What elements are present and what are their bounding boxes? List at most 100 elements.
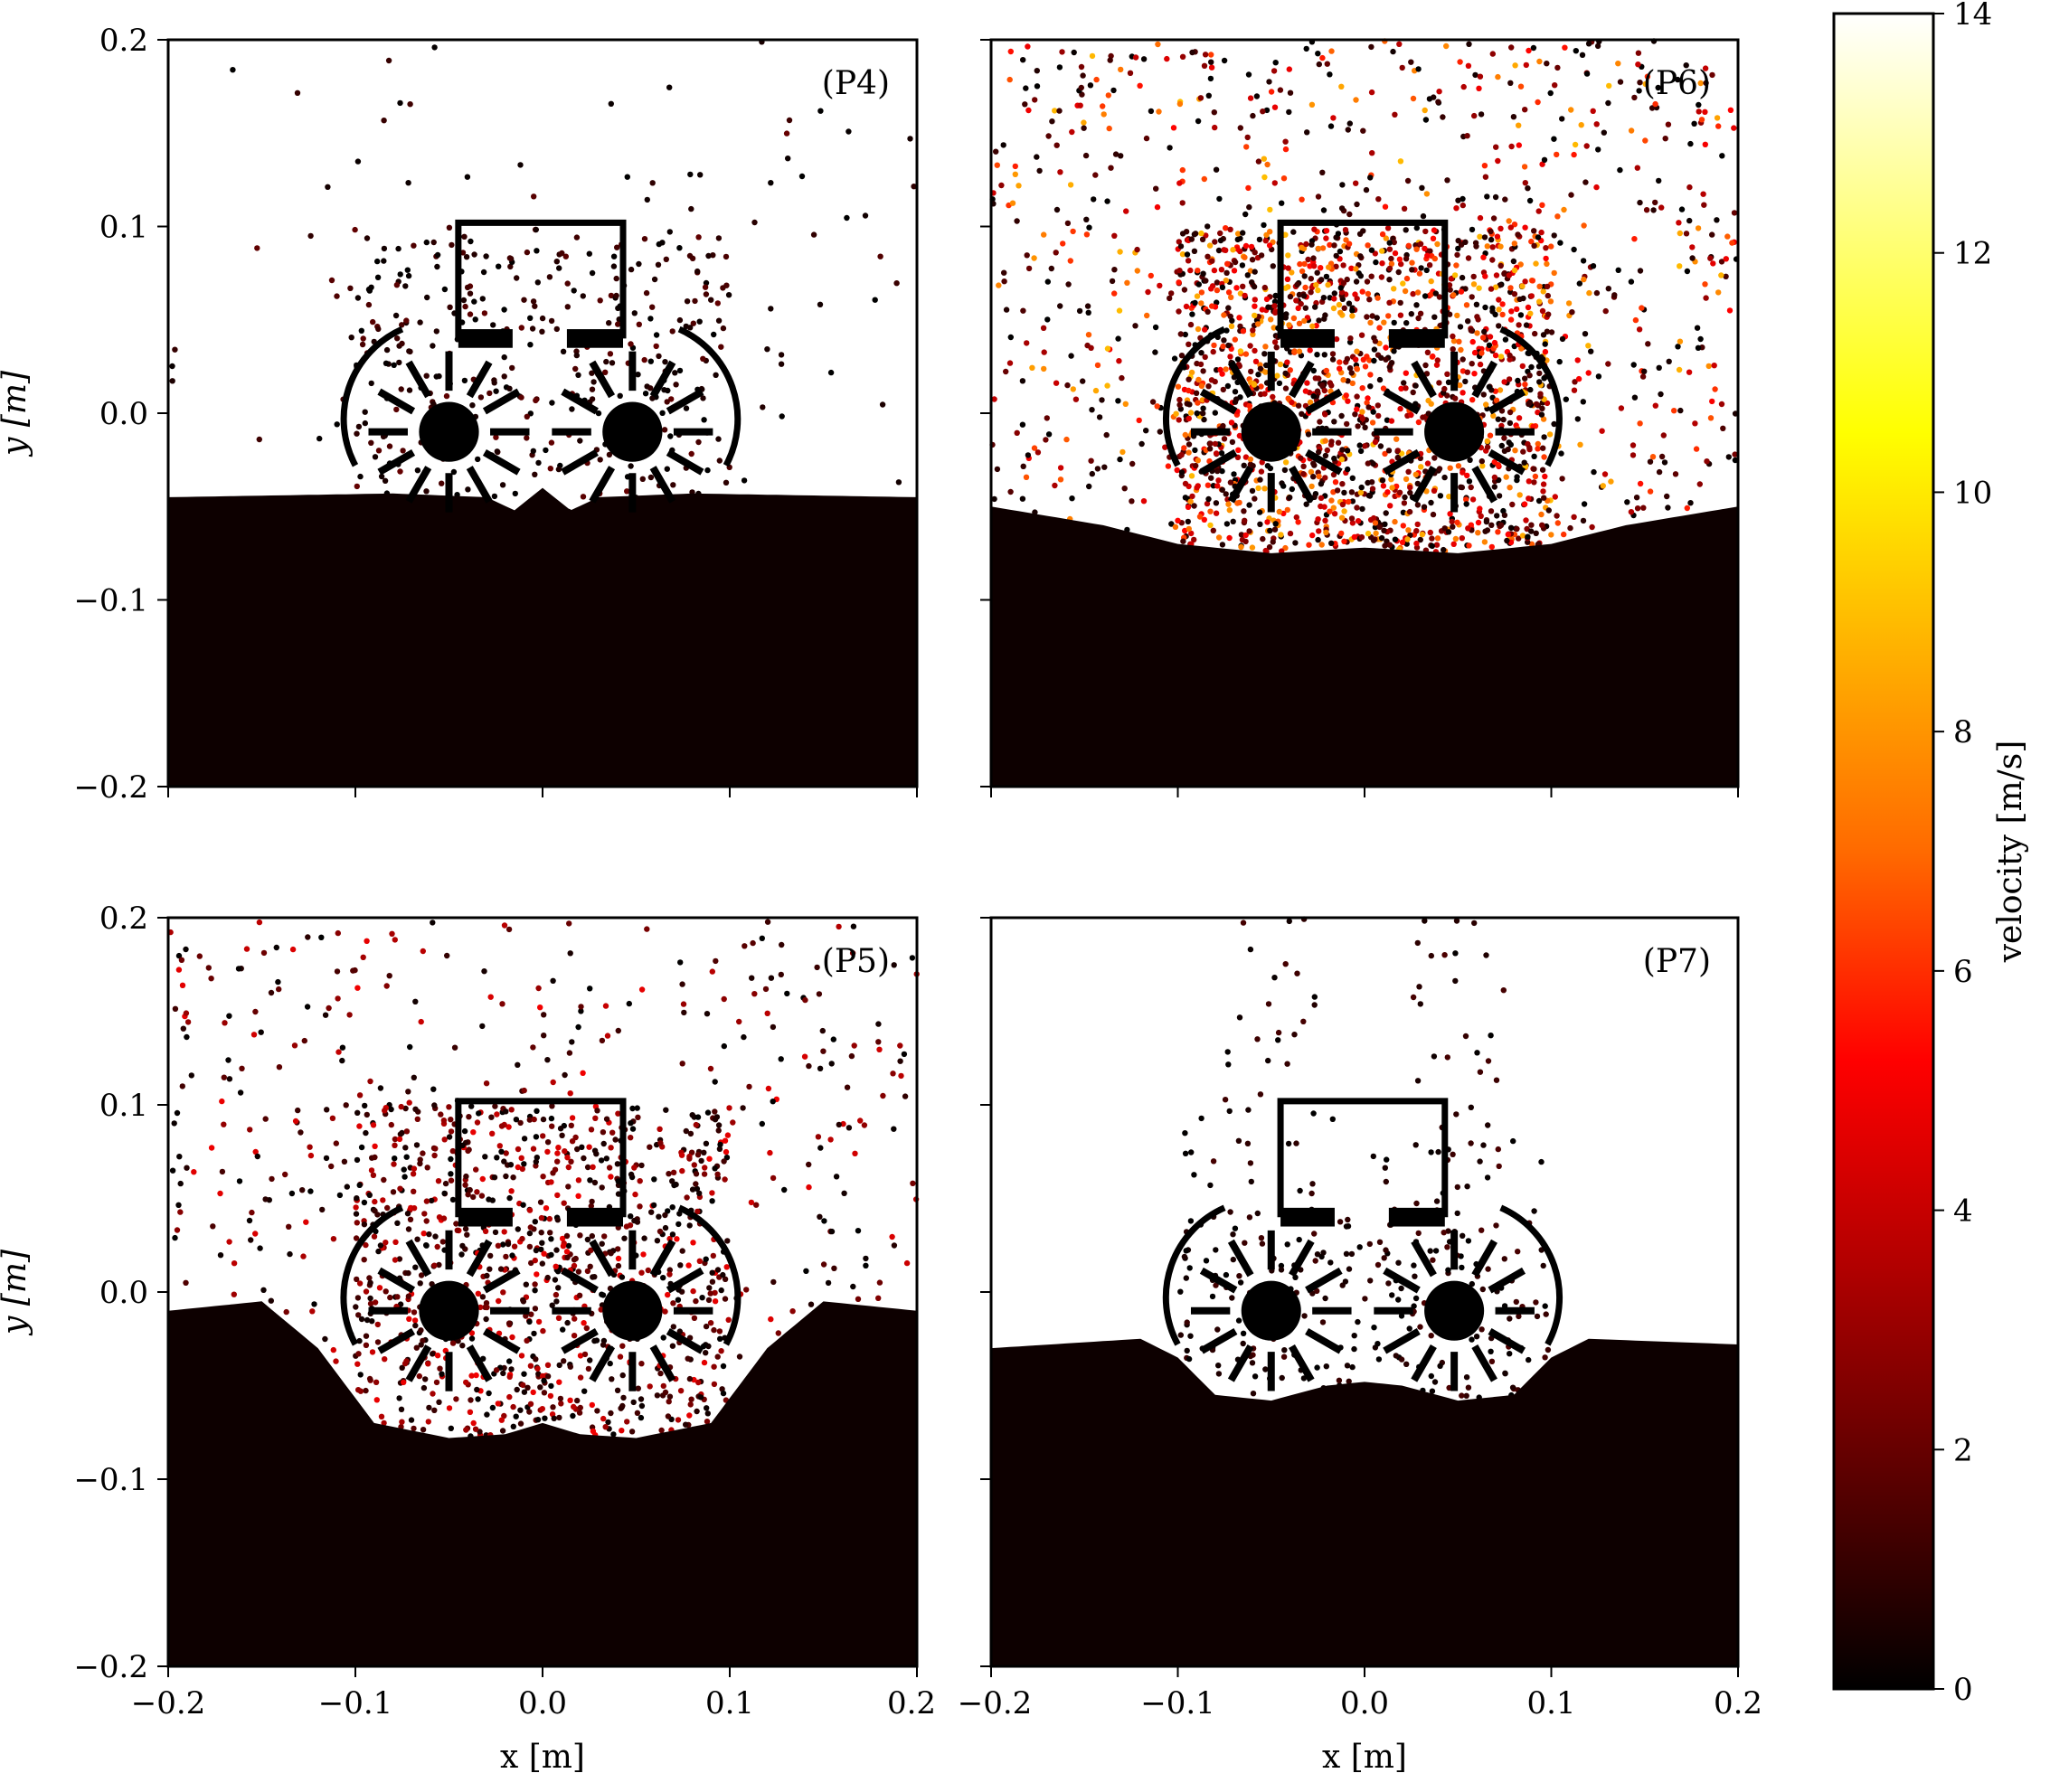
- particle: [589, 386, 596, 392]
- particle: [1552, 82, 1558, 89]
- particle: [362, 420, 368, 427]
- particle: [222, 1020, 228, 1026]
- particle: [356, 1337, 363, 1344]
- particle: [1287, 293, 1294, 300]
- particle: [600, 1140, 607, 1147]
- particle: [1530, 44, 1537, 52]
- particle: [1314, 1364, 1320, 1371]
- particle: [669, 1231, 676, 1238]
- particle: [594, 1108, 600, 1114]
- particle: [562, 1071, 568, 1079]
- particle: [1242, 254, 1248, 260]
- particle: [397, 1185, 403, 1192]
- particle: [1053, 142, 1060, 148]
- particle: [328, 277, 335, 284]
- particle: [1702, 65, 1709, 71]
- particle: [1363, 186, 1370, 193]
- particle: [307, 1152, 315, 1159]
- wheel-blade: [482, 1267, 521, 1294]
- particle: [1678, 206, 1686, 212]
- particle: [1580, 517, 1587, 524]
- particle: [1516, 1313, 1522, 1320]
- particle: [1271, 325, 1277, 331]
- particle: [1383, 1247, 1389, 1253]
- particle: [1462, 378, 1469, 385]
- particle: [406, 1099, 412, 1106]
- particle: [1465, 1238, 1472, 1244]
- particle: [1068, 353, 1074, 359]
- particle: [628, 1429, 636, 1435]
- y-tick-label: 0.0: [99, 396, 148, 432]
- particle: [1318, 481, 1325, 487]
- particle: [354, 1195, 360, 1202]
- particle: [383, 346, 391, 354]
- particle: [517, 162, 524, 168]
- particle: [1286, 108, 1292, 116]
- particle: [412, 1106, 419, 1113]
- particle: [1507, 1316, 1513, 1322]
- particle: [1422, 107, 1428, 114]
- particle: [521, 1161, 527, 1167]
- particle: [577, 1353, 584, 1359]
- x-tick-label: −0.2: [131, 1685, 206, 1721]
- particle: [1454, 1210, 1460, 1217]
- particle: [1400, 523, 1407, 529]
- wheel-blade: [377, 388, 416, 415]
- particle: [778, 971, 784, 978]
- particle: [1452, 395, 1459, 401]
- particle: [778, 1056, 784, 1062]
- particle: [1189, 311, 1195, 317]
- particle: [1478, 111, 1485, 118]
- particle: [1338, 456, 1346, 463]
- particle: [1460, 469, 1466, 476]
- wheel-blade: [1411, 1239, 1437, 1278]
- particle: [554, 1192, 561, 1199]
- particle: [335, 929, 341, 937]
- particle: [1399, 539, 1406, 545]
- particle: [1510, 1137, 1516, 1145]
- particle: [392, 1155, 398, 1162]
- particle: [1523, 61, 1530, 69]
- particle: [1533, 260, 1539, 267]
- particle: [1214, 467, 1221, 475]
- particle-scatter: [1177, 916, 1554, 1401]
- particle: [363, 1288, 370, 1295]
- wheel-blade: [1305, 1327, 1343, 1354]
- particle: [665, 1208, 671, 1214]
- particle: [715, 1127, 722, 1134]
- particle: [1096, 414, 1103, 420]
- particle: [567, 1363, 573, 1370]
- particle: [1186, 341, 1192, 347]
- particle: [1366, 297, 1373, 303]
- particle: [1298, 300, 1304, 307]
- particle: [411, 1317, 419, 1324]
- particle: [1441, 546, 1447, 553]
- particle: [639, 476, 646, 482]
- particle: [475, 1396, 481, 1402]
- particle: [505, 926, 513, 933]
- particle: [1188, 473, 1195, 479]
- particle: [1544, 400, 1551, 407]
- particle: [396, 1256, 403, 1262]
- particle: [861, 1122, 868, 1128]
- wheel-blade: [649, 1239, 676, 1278]
- particle: [547, 1230, 553, 1236]
- particle: [1528, 363, 1535, 371]
- wheel-blade: [1488, 388, 1526, 415]
- particle: [1472, 71, 1478, 79]
- particle: [449, 1147, 456, 1155]
- particle: [1222, 1097, 1229, 1103]
- particle: [1198, 230, 1204, 237]
- particle: [1254, 1036, 1261, 1042]
- particle: [1344, 1363, 1351, 1369]
- particle: [1254, 1210, 1261, 1217]
- particle: [506, 1194, 513, 1202]
- particle: [1488, 1348, 1494, 1355]
- particle: [1246, 203, 1252, 211]
- particle: [1417, 310, 1424, 316]
- particle: [248, 1237, 254, 1243]
- particle: [1683, 62, 1689, 69]
- particle: [678, 1152, 685, 1158]
- particle: [1252, 250, 1258, 256]
